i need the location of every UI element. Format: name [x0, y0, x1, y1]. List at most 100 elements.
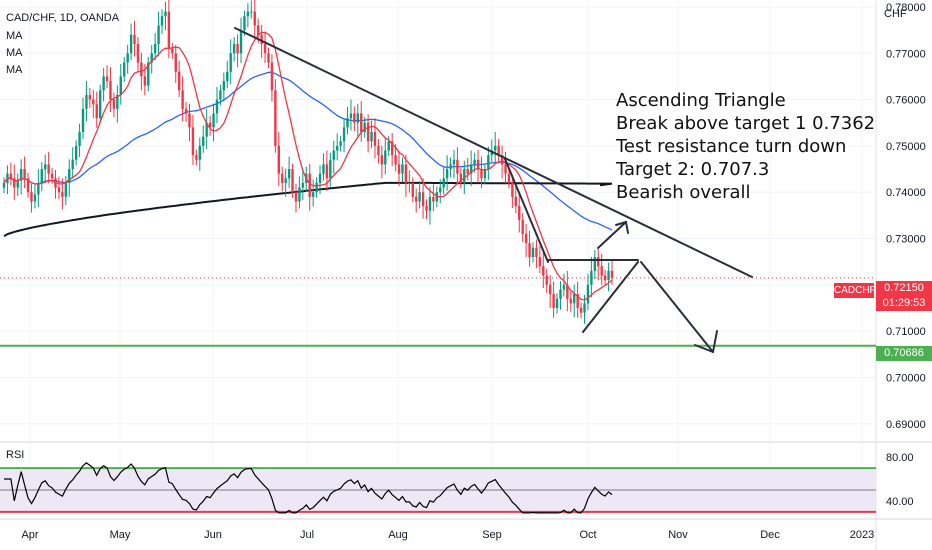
- candle: [239, 17, 243, 63]
- arrow-down-shaft[interactable]: [640, 261, 714, 353]
- y-tick-label: 0.76000: [886, 95, 926, 107]
- bar-countdown: 01:29:53: [882, 297, 926, 309]
- ma-label-2[interactable]: MA: [6, 47, 23, 59]
- candle: [71, 147, 74, 179]
- candle: [607, 262, 610, 292]
- candle: [232, 37, 236, 62]
- candle: [311, 179, 315, 207]
- candle: [507, 168, 511, 189]
- candle: [102, 68, 105, 102]
- arrow-up-shaft[interactable]: [597, 221, 627, 249]
- y-tick-label: 0.71000: [886, 326, 926, 338]
- arrow-up-head-a[interactable]: [615, 221, 627, 226]
- candle: [394, 144, 397, 172]
- candle: [528, 230, 531, 267]
- candle: [469, 150, 473, 187]
- candle: [263, 31, 267, 63]
- candle: [377, 138, 380, 164]
- candle: [177, 60, 181, 98]
- candle: [205, 108, 208, 150]
- x-tick-label: Nov: [668, 529, 688, 541]
- arrow-down-head-b[interactable]: [694, 344, 714, 353]
- annotation-line-4: Target 2: 0.707.3: [616, 159, 770, 180]
- candle: [360, 100, 363, 142]
- candle: [363, 117, 366, 138]
- candle: [404, 154, 408, 197]
- candle: [85, 81, 88, 122]
- candle: [566, 270, 569, 312]
- candle: [30, 183, 33, 213]
- candle: [37, 169, 40, 208]
- x-tick-label: Aug: [388, 529, 408, 541]
- candle: [184, 101, 188, 122]
- candle: [219, 84, 222, 106]
- candle: [483, 163, 487, 184]
- candle: [270, 54, 274, 102]
- candle: [346, 106, 349, 135]
- rsi-line: [4, 462, 613, 514]
- candle: [57, 176, 61, 200]
- candle: [421, 178, 425, 219]
- candle: [370, 120, 373, 149]
- candle: [126, 44, 129, 74]
- candle: [569, 291, 572, 312]
- y-tick-label: 0.69000: [886, 419, 926, 431]
- candle: [542, 252, 545, 289]
- candle: [373, 118, 377, 159]
- candle: [521, 213, 524, 243]
- ma-label-1[interactable]: MA: [6, 30, 23, 42]
- x-tick-label: Sep: [482, 529, 502, 541]
- ma-label-3[interactable]: MA: [6, 64, 23, 76]
- candle: [366, 114, 370, 153]
- candle: [123, 56, 126, 82]
- breakdown-line[interactable]: [504, 158, 549, 263]
- candle: [198, 137, 201, 171]
- candle: [160, 9, 164, 34]
- candle: [109, 67, 112, 113]
- candle: [559, 281, 562, 310]
- candle: [308, 163, 311, 211]
- y-tick-label: 0.73000: [886, 234, 926, 246]
- candle: [294, 183, 298, 213]
- y-tick-label: 0.78000: [886, 2, 926, 14]
- candle: [397, 150, 401, 187]
- candle: [129, 23, 133, 61]
- candle: [408, 170, 411, 193]
- candle: [157, 11, 160, 57]
- rsi-tick-label: 40.00: [886, 496, 914, 508]
- candle: [548, 275, 552, 308]
- y-tick-label: 0.75000: [886, 141, 926, 153]
- candle: [47, 151, 50, 184]
- annotation-line-3: Test resistance turn down: [616, 136, 847, 157]
- candle: [291, 163, 294, 198]
- candle: [23, 156, 26, 189]
- rsi-label: RSI: [6, 449, 25, 461]
- candle: [511, 174, 514, 208]
- last-price-tag: 0.72150 01:29:53: [876, 281, 932, 311]
- candle: [68, 159, 71, 197]
- candle: [44, 154, 47, 183]
- candle: [229, 39, 232, 85]
- candle: [181, 76, 184, 122]
- candle: [411, 177, 414, 203]
- candle: [449, 157, 452, 178]
- candle: [504, 151, 507, 184]
- candle: [50, 168, 54, 184]
- candle: [105, 65, 109, 88]
- candle: [356, 103, 360, 137]
- arrow-up-head-b[interactable]: [625, 221, 629, 234]
- candle: [164, 1, 167, 31]
- triangle-bottom[interactable]: [582, 261, 639, 333]
- candle: [81, 97, 85, 139]
- candle: [208, 115, 212, 136]
- arrow-down-head-a[interactable]: [712, 330, 718, 353]
- candle: [19, 159, 23, 195]
- resistance-trendline[interactable]: [234, 27, 753, 278]
- candle: [497, 138, 500, 164]
- candle: [586, 273, 590, 311]
- candle: [415, 188, 418, 213]
- candle: [287, 156, 291, 189]
- candle: [342, 119, 346, 153]
- candle: [452, 150, 456, 179]
